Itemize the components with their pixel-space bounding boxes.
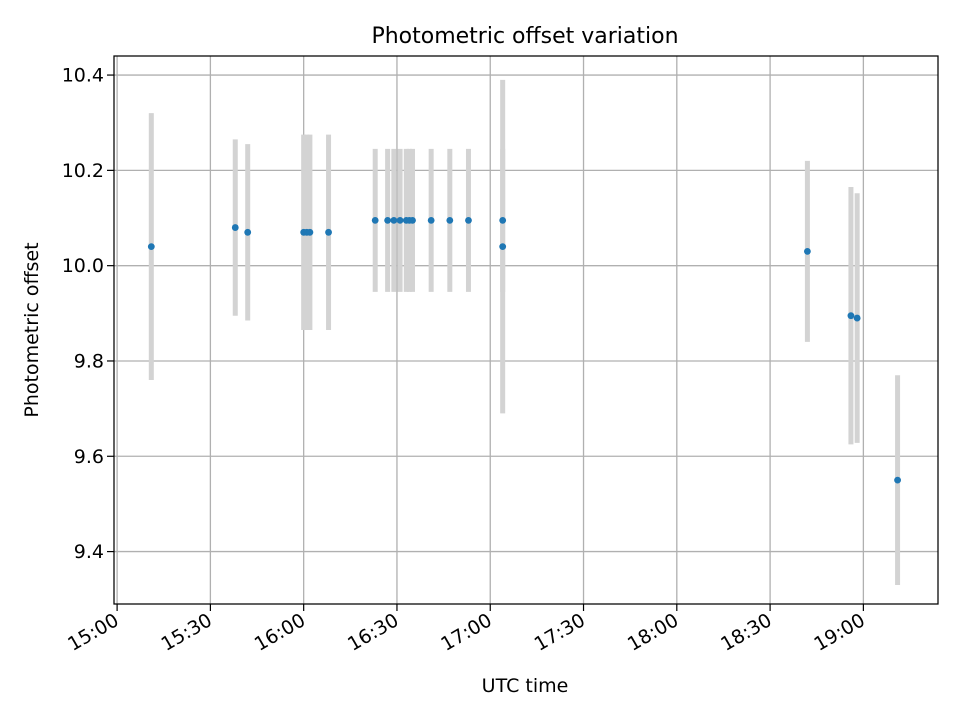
data-point bbox=[804, 247, 811, 255]
data-point bbox=[384, 217, 392, 224]
data-point bbox=[499, 243, 507, 251]
data-point bbox=[390, 217, 398, 224]
data-point bbox=[894, 476, 901, 484]
data-point bbox=[396, 217, 404, 224]
data-point bbox=[325, 228, 332, 236]
data-points bbox=[147, 217, 901, 484]
data-point bbox=[371, 217, 379, 224]
y-tick-label: 9.8 bbox=[74, 350, 104, 372]
x-axis-label: UTC time bbox=[482, 675, 569, 697]
data-point bbox=[499, 217, 507, 224]
y-tick-label: 9.4 bbox=[74, 541, 104, 563]
data-point bbox=[306, 228, 314, 236]
data-point bbox=[231, 224, 239, 231]
data-point bbox=[446, 217, 454, 224]
y-tick-label: 10.0 bbox=[62, 255, 104, 277]
data-point bbox=[465, 217, 472, 224]
data-point bbox=[409, 217, 416, 224]
chart-title: Photometric offset variation bbox=[371, 24, 678, 49]
plot-frame bbox=[113, 55, 939, 605]
data-point bbox=[147, 243, 155, 251]
y-tick-label: 10.2 bbox=[62, 160, 104, 182]
y-tick-label: 10.4 bbox=[62, 65, 104, 87]
y-axis-label: Photometric offset bbox=[21, 242, 43, 417]
data-point bbox=[853, 314, 861, 322]
y-tick-label: 9.6 bbox=[74, 446, 104, 468]
data-point bbox=[427, 217, 435, 224]
data-point bbox=[847, 312, 855, 320]
data-point bbox=[244, 228, 252, 236]
